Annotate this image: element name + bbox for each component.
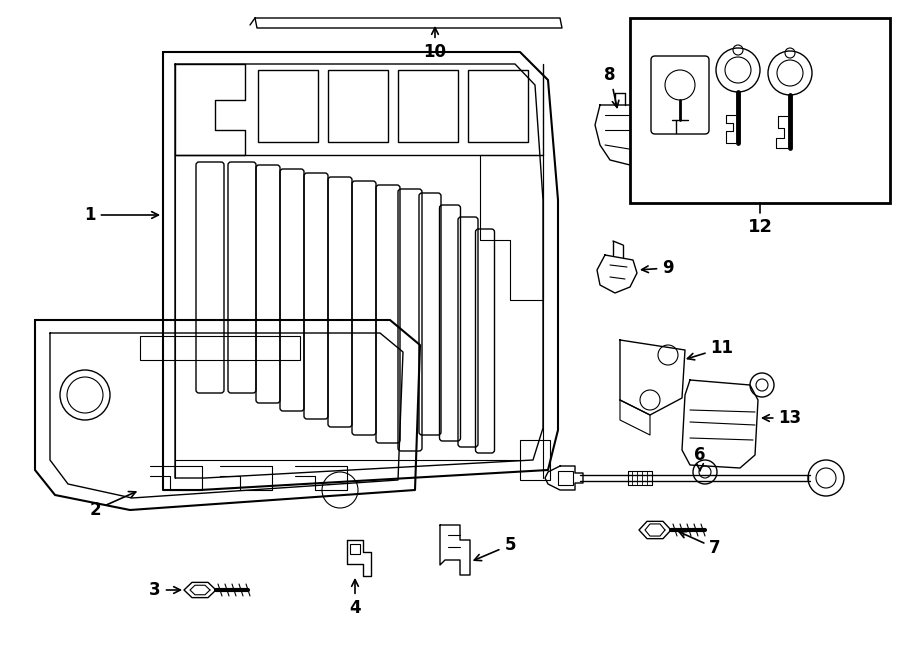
- Text: 6: 6: [694, 446, 706, 471]
- Text: 7: 7: [680, 531, 721, 557]
- Text: 13: 13: [762, 409, 802, 427]
- Text: 10: 10: [424, 28, 446, 61]
- Text: 5: 5: [474, 536, 516, 561]
- Text: 9: 9: [642, 259, 674, 277]
- Text: 11: 11: [688, 339, 734, 360]
- Text: 3: 3: [149, 581, 180, 599]
- Text: 2: 2: [89, 492, 136, 519]
- Text: 8: 8: [604, 66, 619, 108]
- Text: 1: 1: [85, 206, 158, 224]
- Bar: [630, 18, 890, 203]
- Text: 12: 12: [748, 218, 772, 236]
- Text: 4: 4: [349, 580, 361, 617]
